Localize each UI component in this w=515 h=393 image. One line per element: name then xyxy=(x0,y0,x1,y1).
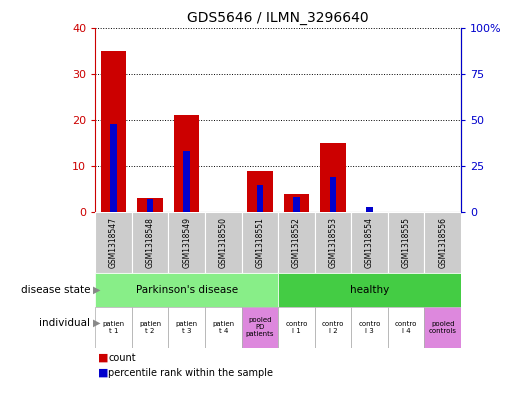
Text: count: count xyxy=(108,353,136,363)
Text: ▶: ▶ xyxy=(93,318,100,328)
Text: GSM1318556: GSM1318556 xyxy=(438,217,447,268)
Text: GSM1318554: GSM1318554 xyxy=(365,217,374,268)
Bar xyxy=(95,273,278,307)
Bar xyxy=(183,151,190,212)
Text: pooled
controls: pooled controls xyxy=(428,321,457,334)
Text: disease state: disease state xyxy=(21,285,90,295)
Text: patien
t 1: patien t 1 xyxy=(102,321,125,334)
Bar xyxy=(95,307,132,348)
Bar xyxy=(95,212,132,273)
Text: contro
l 3: contro l 3 xyxy=(358,321,381,334)
Bar xyxy=(320,143,346,212)
Text: GSM1318551: GSM1318551 xyxy=(255,217,264,268)
Bar xyxy=(138,198,163,212)
Text: individual: individual xyxy=(39,318,90,328)
Bar xyxy=(205,212,242,273)
Bar xyxy=(278,307,315,348)
Bar xyxy=(147,199,153,212)
Bar xyxy=(315,212,351,273)
Text: GSM1318553: GSM1318553 xyxy=(329,217,337,268)
Text: pooled
PD
patients: pooled PD patients xyxy=(246,317,274,337)
Text: ■: ■ xyxy=(98,368,108,378)
Bar xyxy=(330,177,336,212)
Bar xyxy=(366,207,373,212)
Bar xyxy=(278,212,315,273)
Bar xyxy=(284,194,309,212)
Bar xyxy=(101,51,126,212)
Text: GSM1318549: GSM1318549 xyxy=(182,217,191,268)
Bar xyxy=(110,123,117,212)
Bar xyxy=(132,212,168,273)
Text: GSM1318547: GSM1318547 xyxy=(109,217,118,268)
Bar xyxy=(351,307,388,348)
Text: healthy: healthy xyxy=(350,285,389,295)
Text: contro
l 2: contro l 2 xyxy=(322,321,344,334)
Text: ▶: ▶ xyxy=(93,285,100,295)
Text: contro
l 4: contro l 4 xyxy=(395,321,417,334)
Bar xyxy=(256,184,263,212)
Bar xyxy=(247,171,272,212)
Bar xyxy=(205,307,242,348)
Bar xyxy=(168,307,205,348)
Title: GDS5646 / ILMN_3296640: GDS5646 / ILMN_3296640 xyxy=(187,11,369,25)
Bar xyxy=(132,307,168,348)
Bar xyxy=(242,307,278,348)
Bar xyxy=(278,273,461,307)
Bar xyxy=(388,307,424,348)
Bar xyxy=(315,307,351,348)
Text: GSM1318550: GSM1318550 xyxy=(219,217,228,268)
Text: contro
l 1: contro l 1 xyxy=(285,321,307,334)
Text: percentile rank within the sample: percentile rank within the sample xyxy=(108,368,273,378)
Text: ■: ■ xyxy=(98,353,108,363)
Bar xyxy=(424,212,461,273)
Bar xyxy=(388,212,424,273)
Bar xyxy=(293,197,300,212)
Text: GSM1318548: GSM1318548 xyxy=(146,217,154,268)
Text: GSM1318555: GSM1318555 xyxy=(402,217,410,268)
Bar xyxy=(424,307,461,348)
Text: patien
t 2: patien t 2 xyxy=(139,321,161,334)
Bar xyxy=(351,212,388,273)
Text: Parkinson's disease: Parkinson's disease xyxy=(135,285,238,295)
Bar xyxy=(174,115,199,212)
Bar xyxy=(168,212,205,273)
Text: GSM1318552: GSM1318552 xyxy=(292,217,301,268)
Bar xyxy=(242,212,278,273)
Text: patien
t 4: patien t 4 xyxy=(212,321,234,334)
Text: patien
t 3: patien t 3 xyxy=(176,321,198,334)
